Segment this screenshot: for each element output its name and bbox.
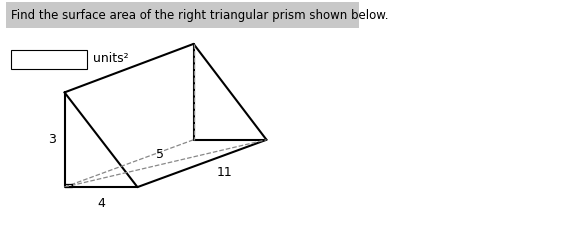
Bar [6, 2, 359, 28]
Text: units²: units² [93, 52, 128, 65]
Text: 11: 11 [217, 166, 232, 179]
Text: 4: 4 [97, 197, 105, 210]
Text: 3: 3 [48, 133, 56, 146]
Text: 5: 5 [156, 148, 164, 161]
Text: Find the surface area of the right triangular prism shown below.: Find the surface area of the right trian… [11, 9, 389, 21]
Bar [11, 50, 87, 69]
